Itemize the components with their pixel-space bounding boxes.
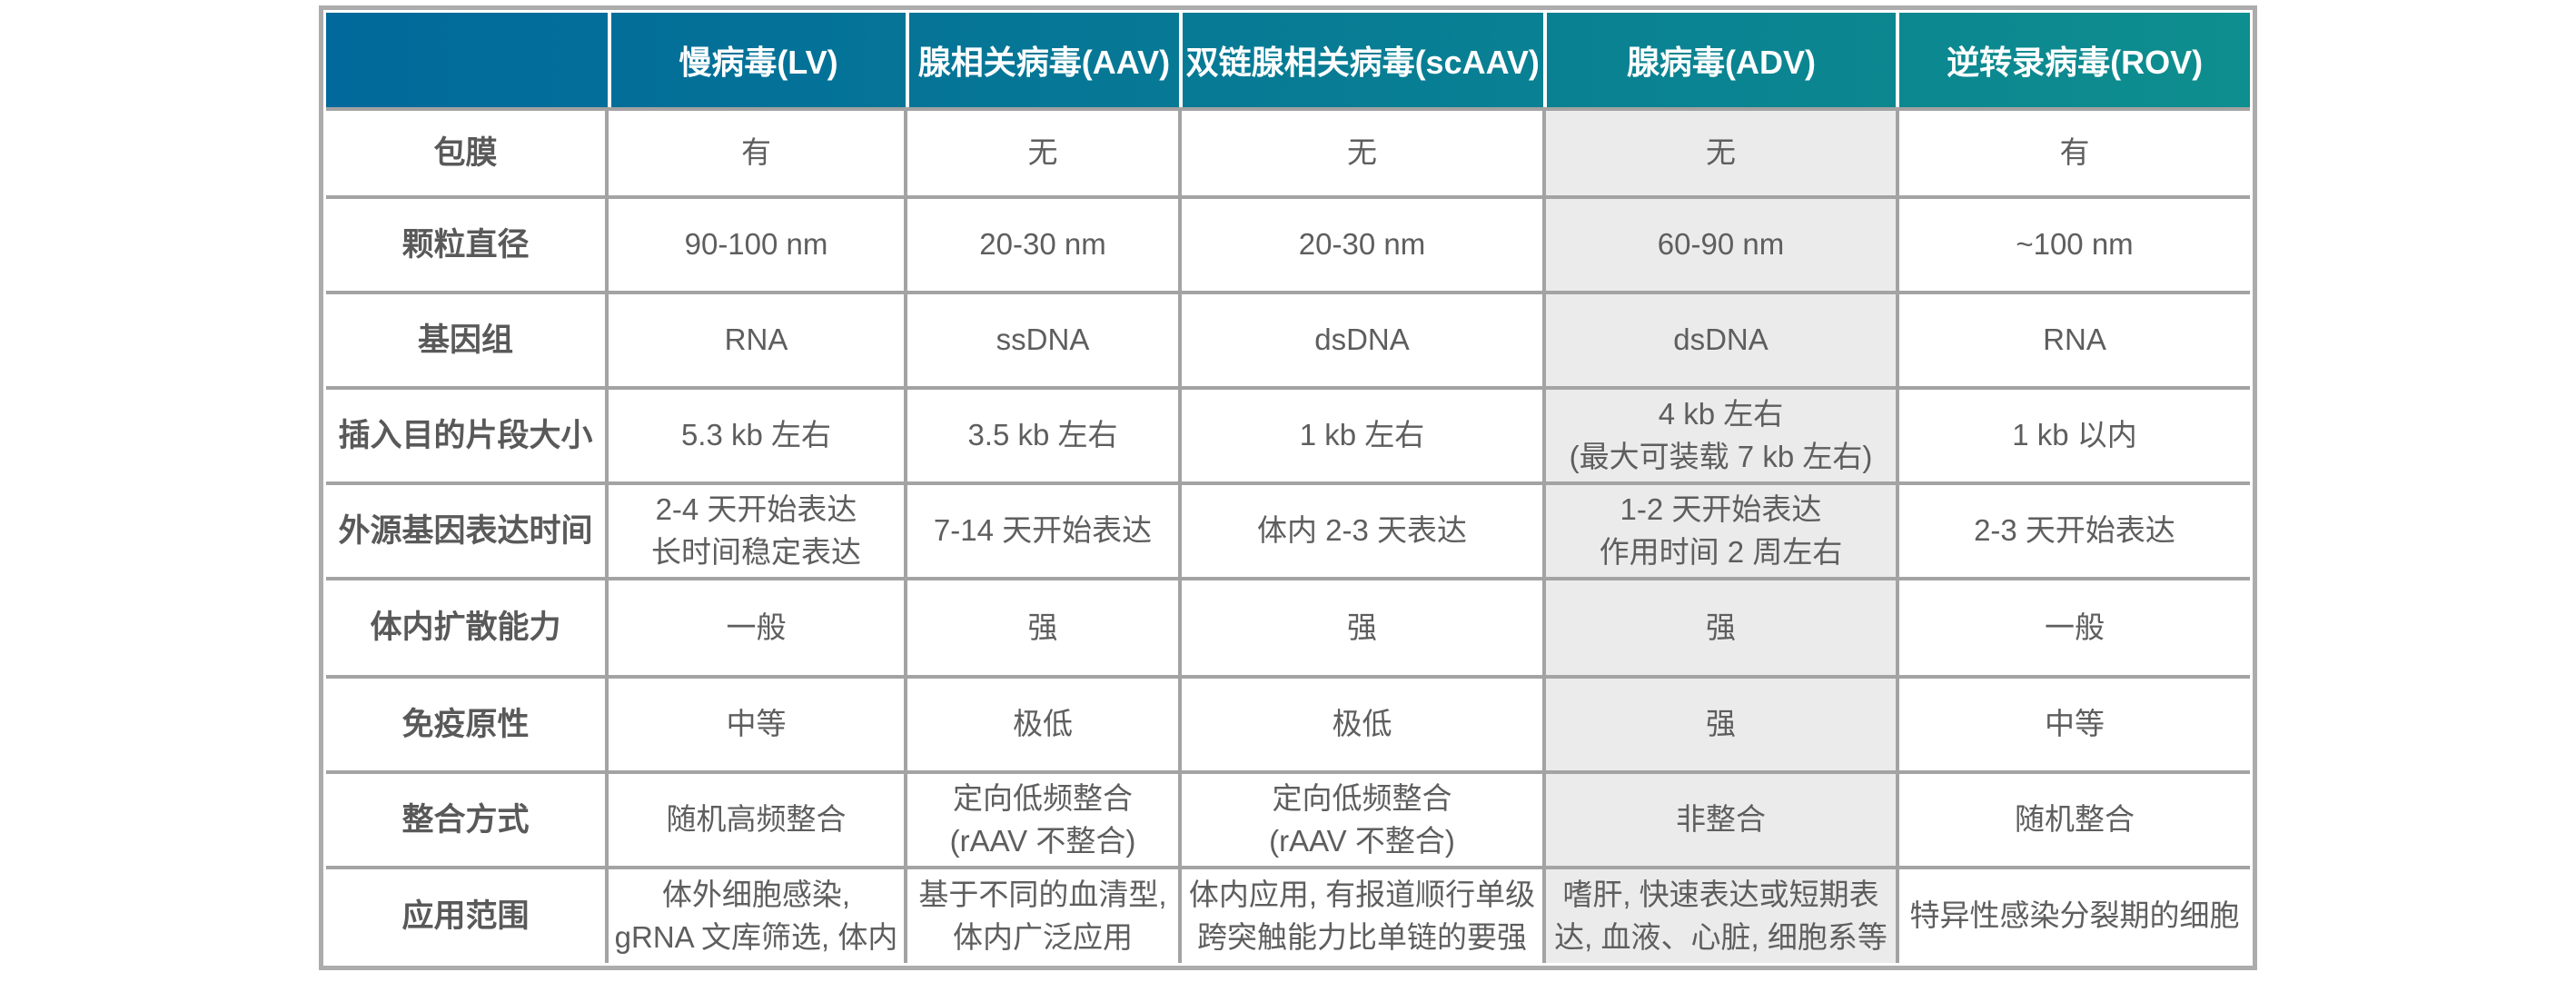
cell-expression-time-rov: 2-3 天开始表达 xyxy=(1899,485,2250,577)
cell-envelope-aav: 无 xyxy=(907,111,1178,195)
cell-immunogenicity-aav: 极低 xyxy=(907,679,1178,770)
cell-particle-diameter-aav: 20-30 nm xyxy=(907,199,1178,291)
cell-diffusion-rov: 一般 xyxy=(1899,580,2250,675)
table-header-row: 慢病毒(LV) 腺相关病毒(AAV) 双链腺相关病毒(scAAV) 腺病毒(AD… xyxy=(326,13,2250,107)
cell-envelope-scaav: 无 xyxy=(1182,111,1542,195)
row-label-particle-diameter: 颗粒直径 xyxy=(326,199,605,291)
cell-diffusion-scaav: 强 xyxy=(1182,580,1542,675)
cell-immunogenicity-lv: 中等 xyxy=(609,679,904,770)
cell-insert-size-adv: 4 kb 左右 (最大可装载 7 kb 左右) xyxy=(1546,390,1896,481)
cell-integration-aav: 定向低频整合 (rAAV 不整合) xyxy=(907,774,1178,866)
header-cell-lv: 慢病毒(LV) xyxy=(607,13,906,107)
cell-expression-time-adv: 1-2 天开始表达 作用时间 2 周左右 xyxy=(1546,485,1896,577)
row-label-diffusion-ability: 体内扩散能力 xyxy=(326,580,605,675)
cell-integration-lv: 随机高频整合 xyxy=(609,774,904,866)
cell-particle-diameter-lv: 90-100 nm xyxy=(609,199,904,291)
cell-particle-diameter-adv: 60-90 nm xyxy=(1546,199,1896,291)
header-cell-scaav: 双链腺相关病毒(scAAV) xyxy=(1178,13,1543,107)
row-label-envelope: 包膜 xyxy=(326,111,605,195)
cell-application-adv: 嗜肝, 快速表达或短期表 达, 血液、心脏, 细胞系等 xyxy=(1546,869,1896,963)
cell-particle-diameter-rov: ~100 nm xyxy=(1899,199,2250,291)
cell-insert-size-lv: 5.3 kb 左右 xyxy=(609,390,904,481)
header-cell-aav: 腺相关病毒(AAV) xyxy=(906,13,1179,107)
cell-particle-diameter-scaav: 20-30 nm xyxy=(1182,199,1542,291)
row-label-integration: 整合方式 xyxy=(326,774,605,866)
cell-expression-time-aav: 7-14 天开始表达 xyxy=(907,485,1178,577)
cell-integration-adv: 非整合 xyxy=(1546,774,1896,866)
cell-expression-time-scaav: 体内 2-3 天表达 xyxy=(1182,485,1542,577)
cell-diffusion-adv: 强 xyxy=(1546,580,1896,675)
cell-genome-adv: dsDNA xyxy=(1546,294,1896,386)
row-label-immunogenicity: 免疫原性 xyxy=(326,679,605,770)
row-label-application: 应用范围 xyxy=(326,869,605,963)
cell-envelope-rov: 有 xyxy=(1899,111,2250,195)
cell-application-scaav: 体内应用, 有报道顺行单级 跨突触能力比单链的要强 xyxy=(1182,869,1542,963)
cell-immunogenicity-rov: 中等 xyxy=(1899,679,2250,770)
viral-vector-comparison-table: 慢病毒(LV) 腺相关病毒(AAV) 双链腺相关病毒(scAAV) 腺病毒(AD… xyxy=(319,5,2257,970)
cell-insert-size-scaav: 1 kb 左右 xyxy=(1182,390,1542,481)
cell-integration-rov: 随机整合 xyxy=(1899,774,2250,866)
cell-application-lv: 体外细胞感染, gRNA 文库筛选, 体内 xyxy=(609,869,904,963)
cell-genome-rov: RNA xyxy=(1899,294,2250,386)
cell-envelope-lv: 有 xyxy=(609,111,904,195)
row-label-expression-time: 外源基因表达时间 xyxy=(326,485,605,577)
header-cell-adv: 腺病毒(ADV) xyxy=(1542,13,1897,107)
row-label-insert-size: 插入目的片段大小 xyxy=(326,390,605,481)
cell-diffusion-lv: 一般 xyxy=(609,580,904,675)
cell-integration-scaav: 定向低频整合 (rAAV 不整合) xyxy=(1182,774,1542,866)
header-cell-rov: 逆转录病毒(ROV) xyxy=(1896,13,2250,107)
cell-diffusion-aav: 强 xyxy=(907,580,1178,675)
header-cell-empty xyxy=(326,13,608,107)
cell-immunogenicity-scaav: 极低 xyxy=(1182,679,1542,770)
row-label-genome: 基因组 xyxy=(326,294,605,386)
cell-application-aav: 基于不同的血清型, 体内广泛应用 xyxy=(907,869,1178,963)
cell-genome-aav: ssDNA xyxy=(907,294,1178,386)
cell-insert-size-rov: 1 kb 以内 xyxy=(1899,390,2250,481)
table-body: 包膜 有 无 无 无 有 颗粒直径 90-100 nm 20-30 nm 20-… xyxy=(326,107,2250,963)
cell-genome-lv: RNA xyxy=(609,294,904,386)
cell-application-rov: 特异性感染分裂期的细胞 xyxy=(1899,869,2250,963)
cell-insert-size-aav: 3.5 kb 左右 xyxy=(907,390,1178,481)
cell-expression-time-lv: 2-4 天开始表达 长时间稳定表达 xyxy=(609,485,904,577)
cell-genome-scaav: dsDNA xyxy=(1182,294,1542,386)
cell-immunogenicity-adv: 强 xyxy=(1546,679,1896,770)
cell-envelope-adv: 无 xyxy=(1546,111,1896,195)
